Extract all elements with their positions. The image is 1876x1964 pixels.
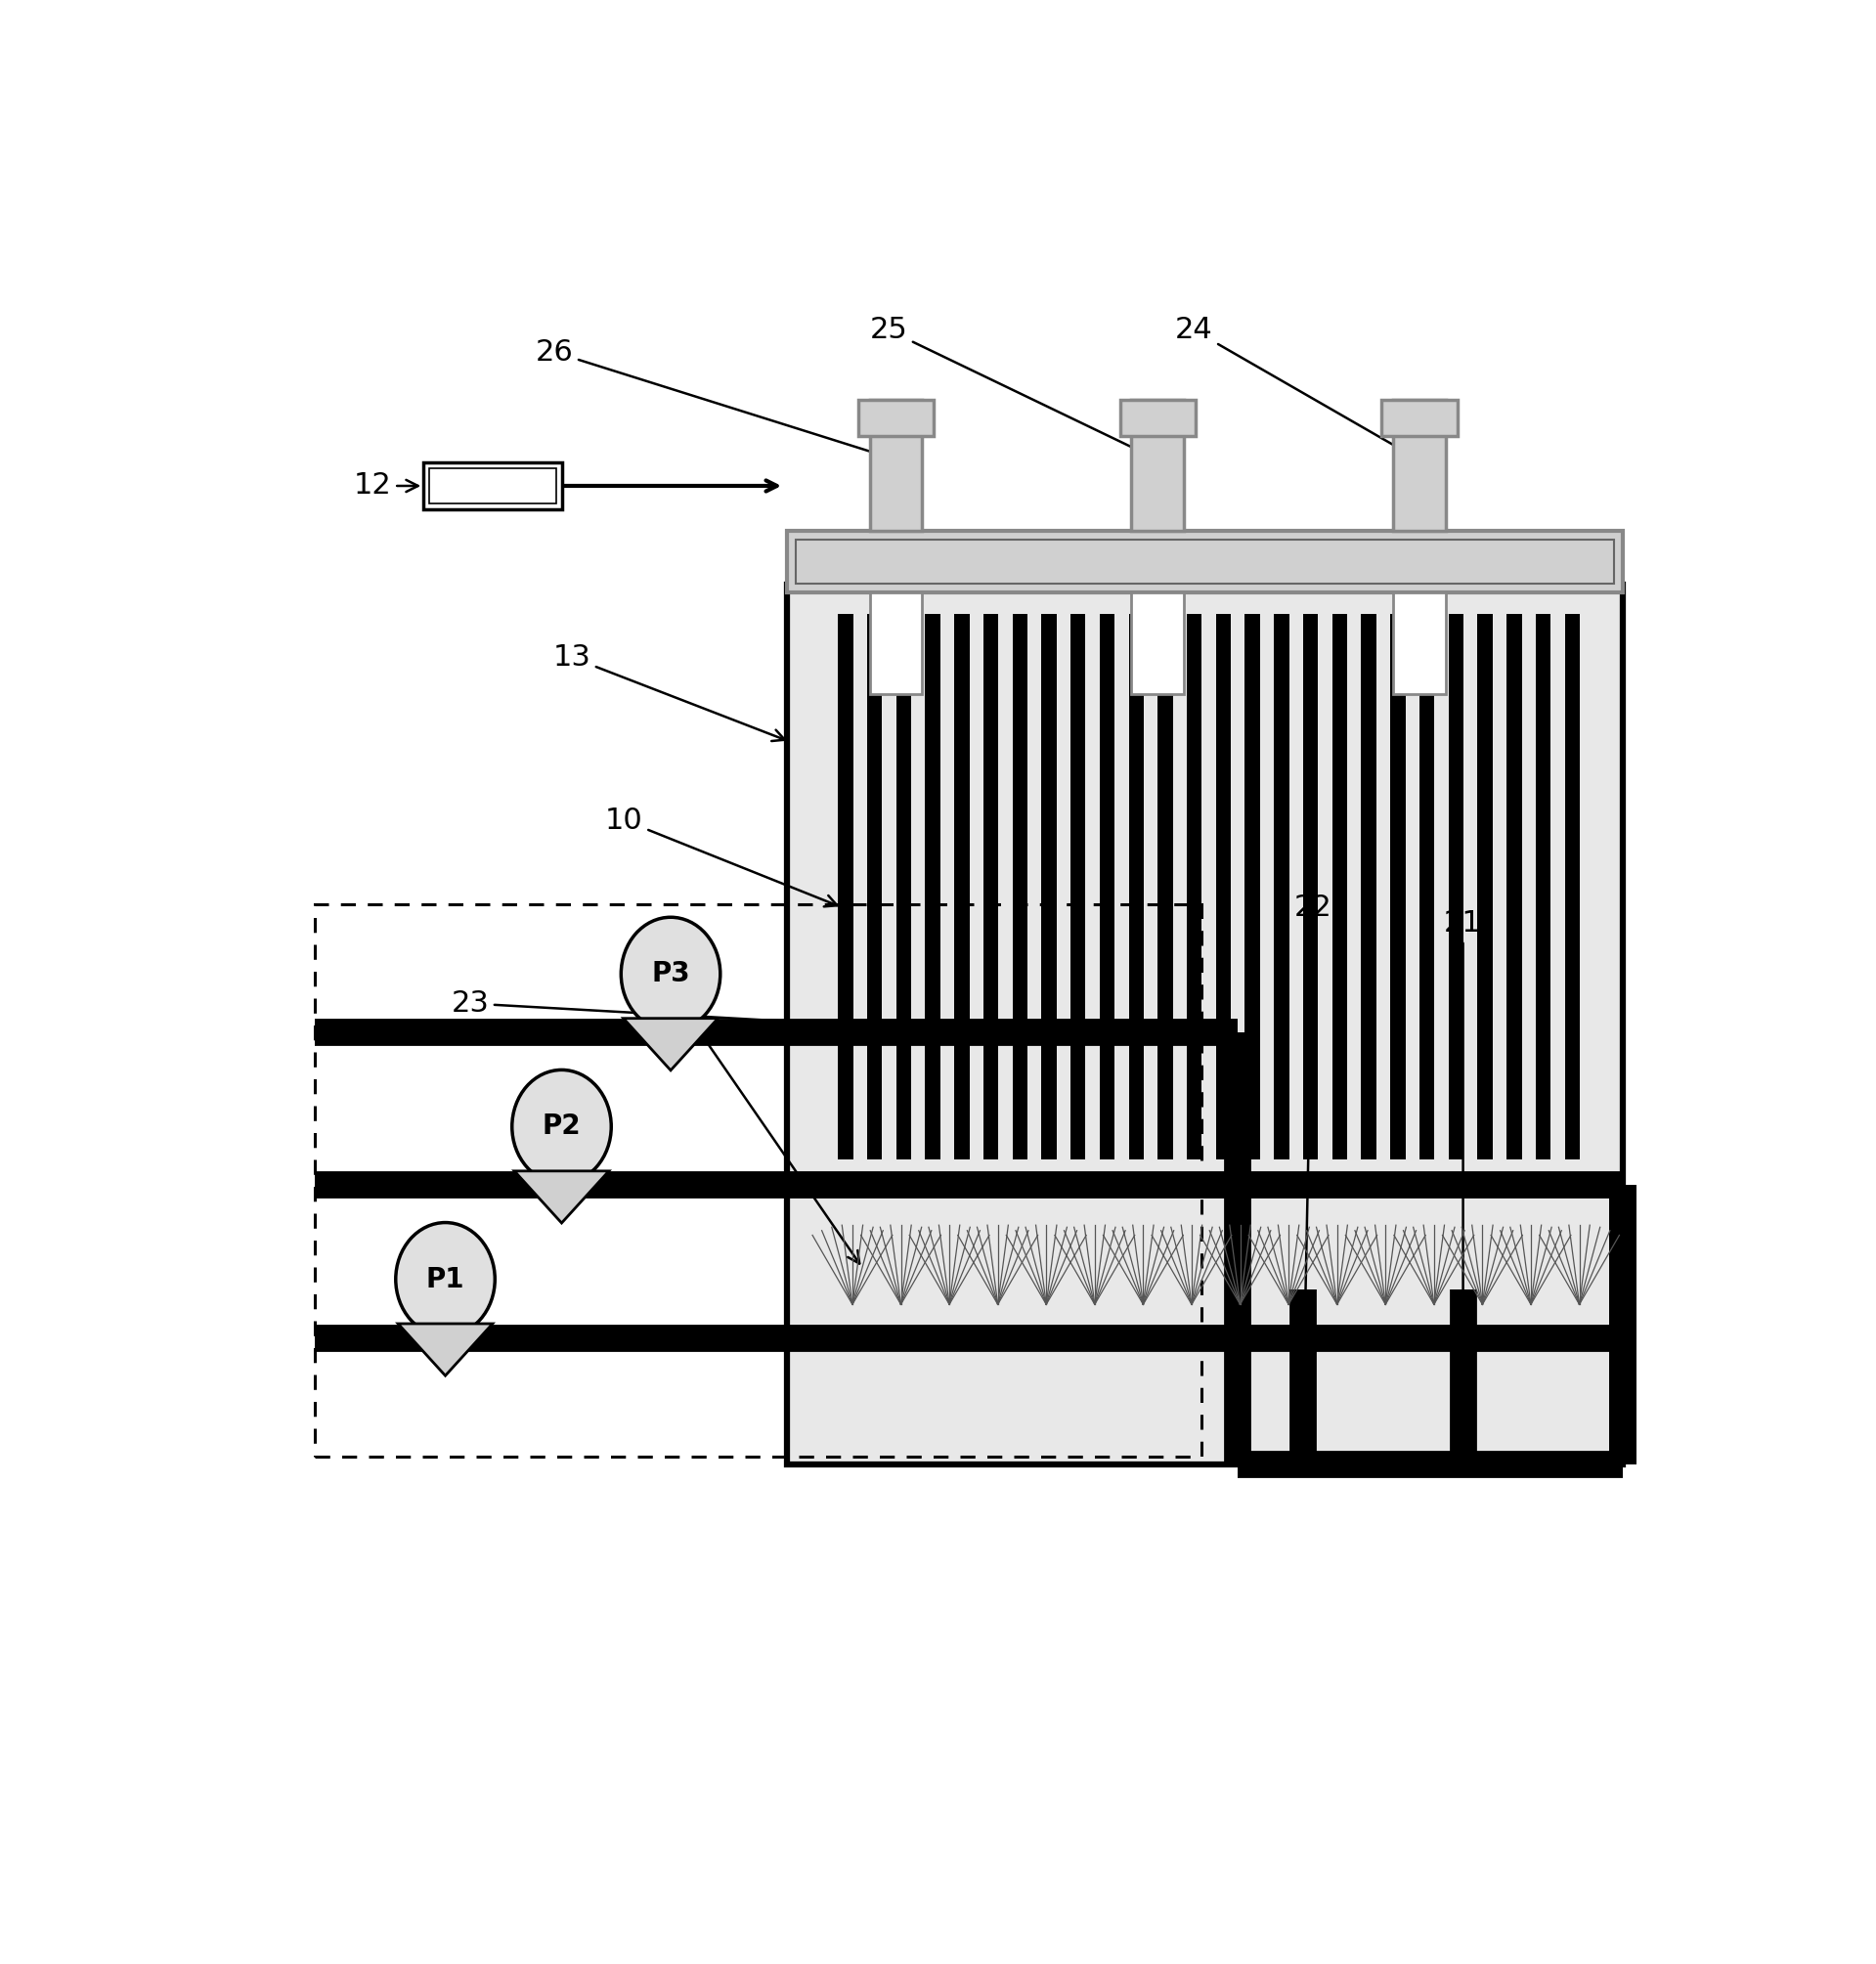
Bar — [1362, 615, 1377, 1159]
Text: 23: 23 — [450, 990, 1084, 1043]
Bar — [1304, 615, 1319, 1159]
Bar — [1381, 401, 1458, 436]
Bar — [1565, 615, 1580, 1159]
Bar — [1506, 615, 1521, 1159]
Bar — [1071, 615, 1086, 1159]
Text: P1: P1 — [426, 1265, 465, 1292]
Bar — [424, 464, 561, 509]
Bar — [430, 467, 555, 503]
Text: 12: 12 — [355, 471, 418, 501]
Bar — [1274, 615, 1289, 1159]
Bar — [1394, 401, 1446, 530]
Text: 16: 16 — [640, 958, 859, 1263]
Ellipse shape — [396, 1222, 495, 1336]
Bar — [1129, 615, 1144, 1159]
Bar — [1188, 615, 1203, 1159]
Bar — [925, 615, 940, 1159]
Bar — [1394, 591, 1446, 693]
Bar — [315, 905, 1201, 1457]
Bar — [1246, 615, 1261, 1159]
Bar — [795, 540, 1613, 583]
Bar — [1420, 615, 1435, 1159]
Text: 22: 22 — [1294, 894, 1332, 1408]
Text: 13: 13 — [553, 644, 784, 740]
Bar — [1120, 401, 1195, 436]
Text: 21: 21 — [1445, 909, 1482, 1408]
Ellipse shape — [621, 917, 720, 1031]
Bar — [1448, 615, 1463, 1159]
Bar — [1131, 591, 1184, 693]
Bar — [870, 401, 923, 530]
Bar — [870, 591, 923, 693]
Text: P2: P2 — [542, 1114, 582, 1141]
Polygon shape — [514, 1171, 610, 1224]
Bar — [1390, 615, 1405, 1159]
Text: P3: P3 — [651, 960, 690, 988]
Bar — [788, 585, 1623, 1465]
Bar — [1157, 615, 1172, 1159]
Bar — [788, 530, 1623, 591]
Text: 25: 25 — [870, 316, 1150, 456]
Text: 24: 24 — [1174, 316, 1413, 456]
Text: 10: 10 — [606, 805, 837, 907]
Bar — [897, 615, 912, 1159]
Bar — [1536, 615, 1551, 1159]
Bar — [983, 615, 998, 1159]
Bar — [1131, 401, 1184, 530]
Bar — [955, 615, 970, 1159]
Bar — [1216, 615, 1231, 1159]
Ellipse shape — [512, 1070, 612, 1182]
Bar — [1041, 615, 1056, 1159]
Bar — [867, 615, 882, 1159]
Bar — [1099, 615, 1114, 1159]
Text: 26: 26 — [535, 338, 887, 460]
Bar — [1478, 615, 1493, 1159]
Polygon shape — [398, 1324, 493, 1375]
Bar — [1013, 615, 1028, 1159]
Bar — [857, 401, 934, 436]
Polygon shape — [623, 1019, 719, 1070]
Bar — [839, 615, 854, 1159]
Bar — [1332, 615, 1347, 1159]
